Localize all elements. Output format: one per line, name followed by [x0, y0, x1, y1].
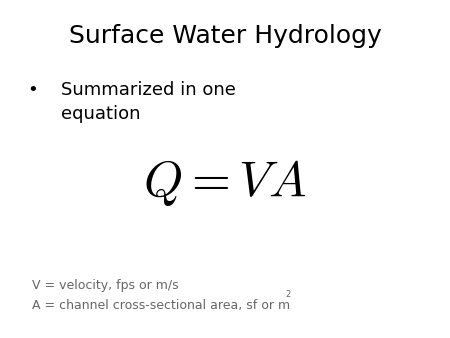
Text: •: •	[27, 81, 38, 99]
Text: A = channel cross-sectional area, sf or m: A = channel cross-sectional area, sf or …	[32, 299, 290, 312]
Text: Surface Water Hydrology: Surface Water Hydrology	[68, 24, 382, 48]
Text: 2: 2	[286, 290, 291, 299]
Text: $Q = VA$: $Q = VA$	[144, 158, 306, 208]
Text: V = velocity, fps or m/s: V = velocity, fps or m/s	[32, 279, 178, 292]
Text: Summarized in one
equation: Summarized in one equation	[61, 81, 236, 123]
